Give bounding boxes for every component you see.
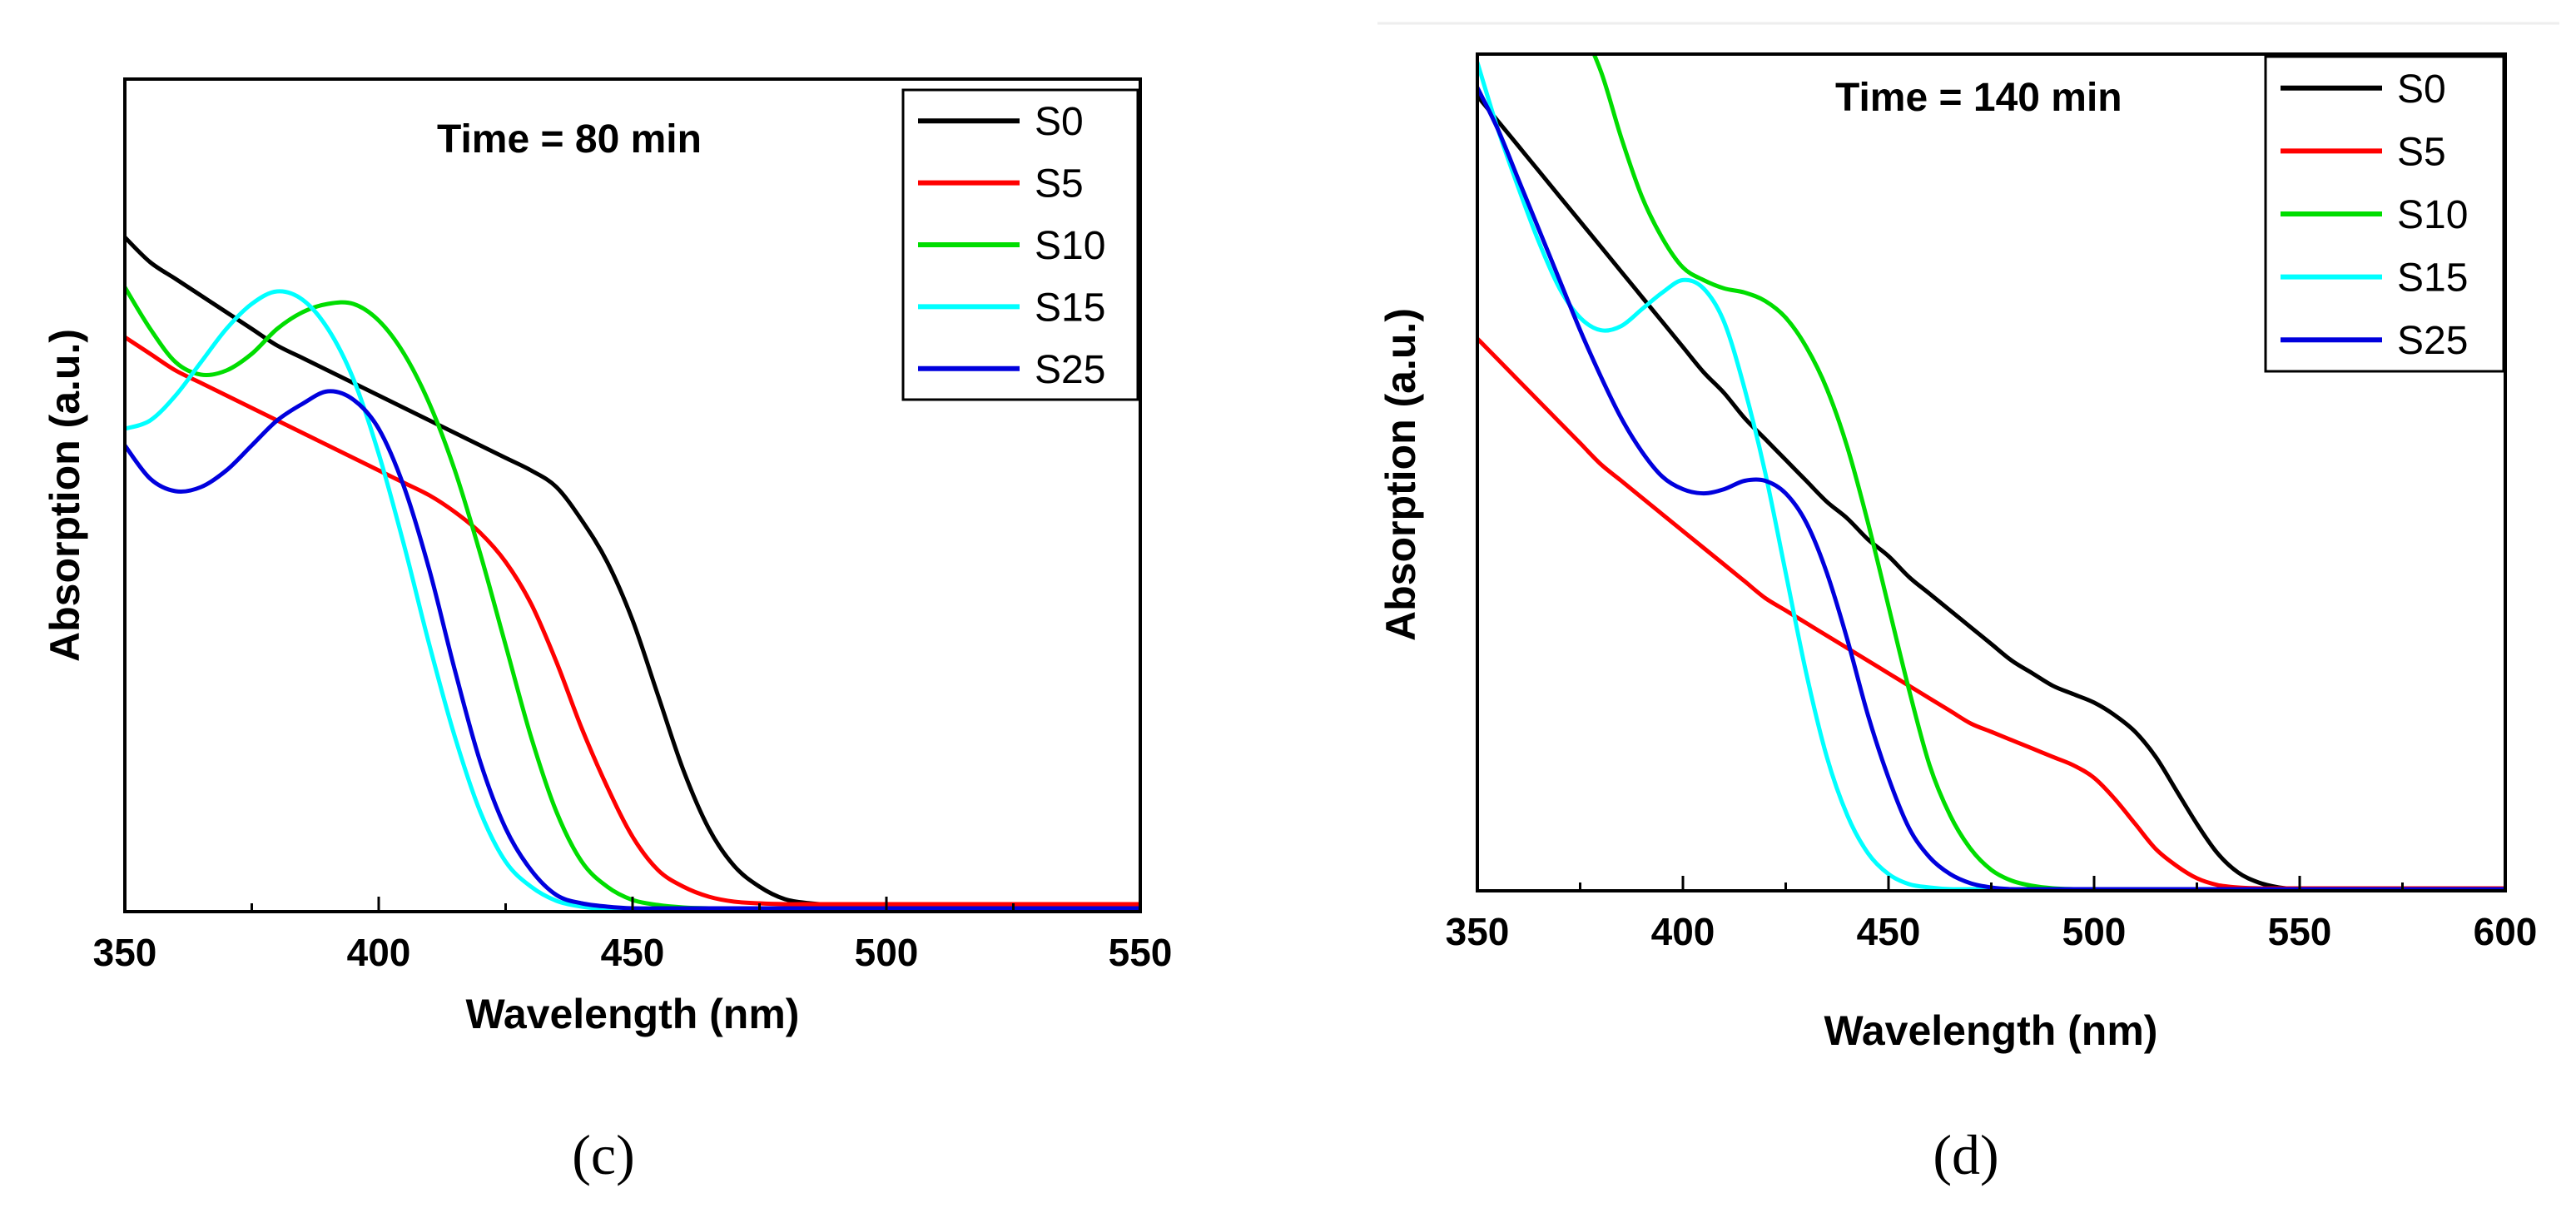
x-tick-label-c-350: 350 (93, 931, 157, 974)
annotation-c: Time = 80 min (437, 117, 702, 162)
x-tick-label-c-500: 500 (855, 931, 919, 974)
x-tick-label-d-450: 450 (1857, 910, 1921, 953)
legend-d: S0 S5 S10 S15 S25 (2264, 55, 2505, 373)
series-group-c (125, 235, 1140, 912)
legend-label-c-s5: S5 (1035, 162, 1084, 206)
x-tick-label-d-500: 500 (2062, 910, 2127, 953)
panel-label-c: (c) (572, 1123, 634, 1186)
legend-label-d-s10: S10 (2397, 193, 2468, 237)
legend-label-c-s15: S15 (1035, 286, 1105, 330)
annotation-d: Time = 140 min (1835, 76, 2122, 120)
legend-label-d-s0: S0 (2397, 67, 2446, 112)
x-tick-label-d-350: 350 (1446, 910, 1510, 953)
x-tick-label-c-550: 550 (1109, 931, 1173, 974)
legend-label-c-s25: S25 (1035, 348, 1105, 392)
chart-panel-c: 350 400 450 500 550 Time = 80 min Wavelength… (42, 77, 1173, 1186)
x-tick-label-c-450: 450 (601, 931, 665, 974)
x-axis-label-c: Wavelength (nm) (466, 991, 800, 1037)
x-ticks-d: 350 400 450 500 550 600 (1446, 876, 2538, 953)
x-axis-label-d: Wavelength (nm) (1824, 1007, 2158, 1054)
legend-label-d-s5: S5 (2397, 130, 2446, 174)
x-tick-label-c-400: 400 (347, 931, 411, 974)
legend-c: S0 S5 S10 S15 S25 (901, 88, 1139, 401)
legend-label-c-s0: S0 (1035, 100, 1084, 144)
x-tick-label-d-550: 550 (2268, 910, 2332, 953)
legend-label-c-s10: S10 (1035, 224, 1105, 268)
x-ticks-c: 350 400 450 500 550 (93, 897, 1173, 974)
panel-label-d: (d) (1933, 1123, 1998, 1186)
y-axis-label-c: Absorption (a.u.) (42, 329, 88, 662)
x-tick-label-d-400: 400 (1651, 910, 1715, 953)
legend-label-d-s15: S15 (2397, 256, 2468, 301)
y-axis-label-d: Absorption (a.u.) (1377, 308, 1424, 641)
series-line-d-s0 (1477, 93, 2505, 891)
legend-label-d-s25: S25 (2397, 319, 2468, 363)
series-line-d-s5 (1477, 336, 2505, 891)
x-tick-label-d-600: 600 (2474, 910, 2538, 953)
chart-panel-d: 350 400 450 500 550 600 Time = 140 min Wavele… (1377, 52, 2538, 1186)
series-line-c-s25 (125, 389, 1140, 911)
